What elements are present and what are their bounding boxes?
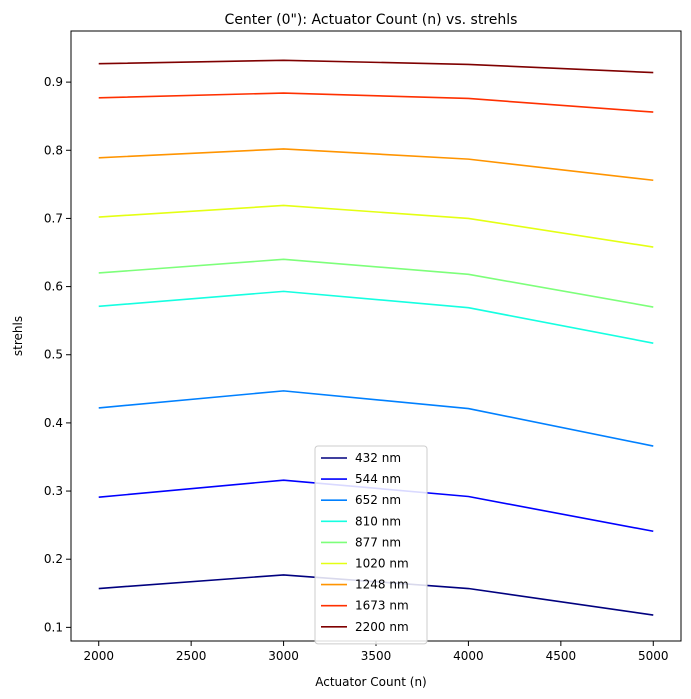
x-tick-label: 2500 (176, 649, 207, 663)
y-tick-label: 0.9 (44, 75, 63, 89)
y-tick-label: 0.8 (44, 143, 63, 157)
y-tick-label: 0.5 (44, 348, 63, 362)
series-line-810-nm (98, 290, 654, 344)
legend-entry-label: 652 nm (355, 493, 401, 507)
y-tick-label: 0.3 (44, 484, 63, 498)
x-tick-label: 3000 (268, 649, 299, 663)
x-tick-label: 4000 (453, 649, 484, 663)
series-line-1673-nm (98, 92, 654, 113)
series-line-652-nm (98, 390, 654, 447)
x-tick-label: 5000 (638, 649, 669, 663)
y-axis-label: strehls (11, 316, 25, 356)
x-tick-label: 4500 (546, 649, 577, 663)
x-axis-ticks: 2000 2500 3000 3500 4000 4500 5000 (83, 641, 669, 663)
legend-entry-label: 1673 nm (355, 599, 409, 613)
y-tick-label: 0.1 (44, 620, 63, 634)
series-line-1248-nm (98, 148, 654, 182)
legend-entry-label: 1020 nm (355, 557, 409, 571)
y-tick-label: 0.7 (44, 211, 63, 225)
y-tick-label: 0.2 (44, 552, 63, 566)
series-line-1020-nm (98, 204, 654, 248)
y-axis-ticks: 0.1 0.2 0.3 0.4 0.5 0.6 0.7 0.8 0.9 (44, 75, 71, 634)
legend-entry-label: 877 nm (355, 535, 401, 549)
legend-box (314, 445, 428, 645)
legend-entry-label: 810 nm (355, 514, 401, 528)
y-tick-label: 0.6 (44, 280, 63, 294)
legend: 432 nm 544 nm 652 nm 810 nm 877 nm 1020 nm 124… (314, 445, 428, 645)
legend-entry-label: 2200 nm (355, 620, 409, 634)
series-line-2200-nm (98, 59, 654, 74)
x-axis-label: Actuator Count (n) (315, 675, 426, 689)
series-line-877-nm (98, 258, 654, 308)
legend-entry-label: 544 nm (355, 472, 401, 486)
x-tick-label: 3500 (361, 649, 392, 663)
legend-entry-label: 1248 nm (355, 578, 409, 592)
legend-entry-label: 432 nm (355, 451, 401, 465)
y-tick-label: 0.4 (44, 416, 63, 430)
x-tick-label: 2000 (83, 649, 114, 663)
chart-title: Center (0"): Actuator Count (n) vs. stre… (225, 12, 518, 28)
